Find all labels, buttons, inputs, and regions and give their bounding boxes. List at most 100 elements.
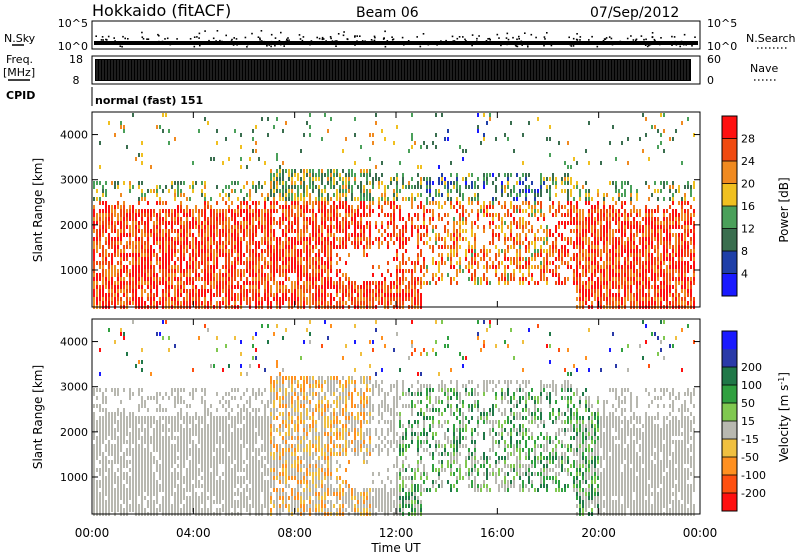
power-cell	[120, 265, 122, 269]
power-cell	[177, 277, 179, 281]
power-cell	[501, 229, 503, 233]
power-cell	[543, 237, 545, 241]
power-cell	[111, 297, 113, 301]
power-cell	[507, 213, 509, 217]
power-cell	[351, 209, 353, 213]
power-cell	[600, 285, 602, 289]
power-cell	[354, 281, 356, 285]
power-cell	[378, 265, 380, 269]
sky-dot	[102, 39, 104, 41]
power-cell	[621, 141, 623, 145]
power-cell	[549, 205, 551, 209]
power-cell	[318, 201, 320, 205]
power-cell	[348, 185, 350, 189]
sky-dot	[576, 33, 578, 35]
power-cell	[117, 281, 119, 285]
power-cell	[684, 269, 686, 273]
power-cell	[372, 301, 374, 305]
power-cell	[276, 241, 278, 245]
power-cell	[363, 253, 365, 257]
power-cell	[156, 233, 158, 237]
power-cell	[390, 205, 392, 209]
power-cell	[105, 249, 107, 253]
power-cell	[645, 209, 647, 213]
power-cell	[609, 261, 611, 265]
power-cell	[267, 301, 269, 305]
power-cell	[636, 221, 638, 225]
power-cell	[165, 277, 167, 281]
power-cell	[147, 245, 149, 249]
power-cell	[240, 253, 242, 257]
power-cell	[102, 277, 104, 281]
power-cell	[249, 301, 251, 305]
power-cell	[522, 209, 524, 213]
power-cell	[135, 293, 137, 297]
power-cell	[198, 253, 200, 257]
power-cell	[231, 217, 233, 221]
power-cell	[213, 233, 215, 237]
power-cell	[654, 233, 656, 237]
power-cell	[288, 169, 290, 173]
power-cell	[324, 173, 326, 177]
power-cell	[579, 289, 581, 293]
power-cell	[192, 281, 194, 285]
power-cell	[258, 217, 260, 221]
power-cell	[288, 209, 290, 213]
sky-dot	[544, 38, 546, 40]
power-cell	[426, 189, 428, 193]
power-cell	[93, 209, 95, 213]
power-cell	[357, 285, 359, 289]
power-cell	[222, 273, 224, 277]
power-cell	[219, 289, 221, 293]
power-cell	[120, 221, 122, 225]
power-cell	[123, 293, 125, 297]
power-cell	[237, 197, 239, 201]
power-cell	[297, 193, 299, 197]
power-cell	[618, 277, 620, 281]
power-cell	[279, 221, 281, 225]
power-cell	[183, 289, 185, 293]
sky-dot	[591, 35, 593, 38]
power-cell	[126, 221, 128, 225]
power-cell	[315, 245, 317, 249]
power-cell	[582, 237, 584, 241]
power-cell	[240, 165, 242, 169]
power-cell	[495, 233, 497, 237]
power-cell	[546, 269, 548, 273]
power-cell	[129, 225, 131, 229]
power-cell	[621, 225, 623, 229]
power-cell	[291, 197, 293, 201]
sky-dot	[286, 38, 288, 41]
power-cell	[576, 221, 578, 225]
power-cell	[393, 281, 395, 285]
power-cell	[507, 137, 509, 141]
power-cell	[405, 197, 407, 201]
power-cell	[666, 273, 668, 277]
power-cell	[456, 269, 458, 273]
power-cell	[234, 273, 236, 277]
power-cell	[660, 285, 662, 289]
power-cell	[366, 181, 368, 185]
power-cell	[642, 149, 644, 153]
power-cell	[507, 177, 509, 181]
power-cell	[255, 253, 257, 257]
power-cell	[306, 229, 308, 233]
power-cell	[123, 301, 125, 305]
power-cell	[231, 297, 233, 301]
power-cell	[123, 233, 125, 237]
freq-tick-top: 18	[69, 53, 83, 66]
power-cell	[681, 233, 683, 237]
power-cell	[483, 133, 485, 137]
power-cell	[210, 245, 212, 249]
power-cell	[555, 249, 557, 253]
power-cell	[567, 241, 569, 245]
power-cell	[294, 289, 296, 293]
power-cell	[282, 233, 284, 237]
power-cell	[447, 129, 449, 133]
sky-dot	[164, 38, 166, 40]
power-cell	[282, 241, 284, 245]
power-cell	[414, 265, 416, 269]
sky-dot	[602, 40, 605, 42]
power-cell	[540, 277, 542, 281]
power-cell	[336, 253, 338, 257]
